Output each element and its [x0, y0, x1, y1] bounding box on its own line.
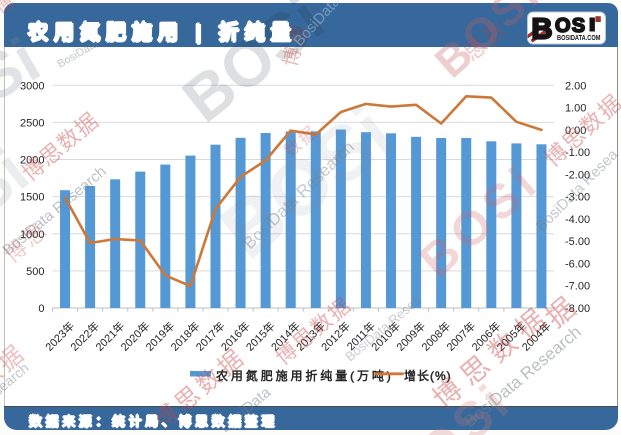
svg-text:增长(%): 增长(%) [404, 369, 452, 383]
svg-text:-8.00: -8.00 [565, 303, 590, 315]
svg-text:3000: 3000 [20, 80, 44, 92]
svg-text:O: O [555, 15, 571, 37]
svg-text:2.00: 2.00 [565, 80, 586, 92]
svg-text:B: B [532, 13, 553, 45]
svg-text:2000: 2000 [20, 155, 44, 167]
svg-text:-4.00: -4.00 [565, 214, 590, 226]
svg-text:1500: 1500 [20, 192, 44, 204]
svg-text:-1.00: -1.00 [565, 147, 590, 159]
svg-text:-6.00: -6.00 [565, 259, 590, 271]
svg-text:BOSIDATA.COM: BOSIDATA.COM [557, 35, 601, 42]
svg-text:-7.00: -7.00 [565, 281, 590, 293]
svg-text:0: 0 [38, 303, 44, 315]
svg-text:S: S [572, 15, 585, 37]
svg-text:1000: 1000 [20, 229, 44, 241]
svg-text:农用氮肥施用折纯量(万吨): 农用氮肥施用折纯量(万吨) [216, 368, 394, 383]
svg-text:0.00: 0.00 [565, 125, 586, 137]
svg-text:-3.00: -3.00 [565, 192, 590, 204]
svg-text:2500: 2500 [20, 117, 44, 129]
svg-text:-2.00: -2.00 [565, 169, 590, 181]
svg-text:500: 500 [26, 266, 44, 278]
svg-text:-5.00: -5.00 [565, 236, 590, 248]
svg-text:1.00: 1.00 [565, 103, 586, 115]
